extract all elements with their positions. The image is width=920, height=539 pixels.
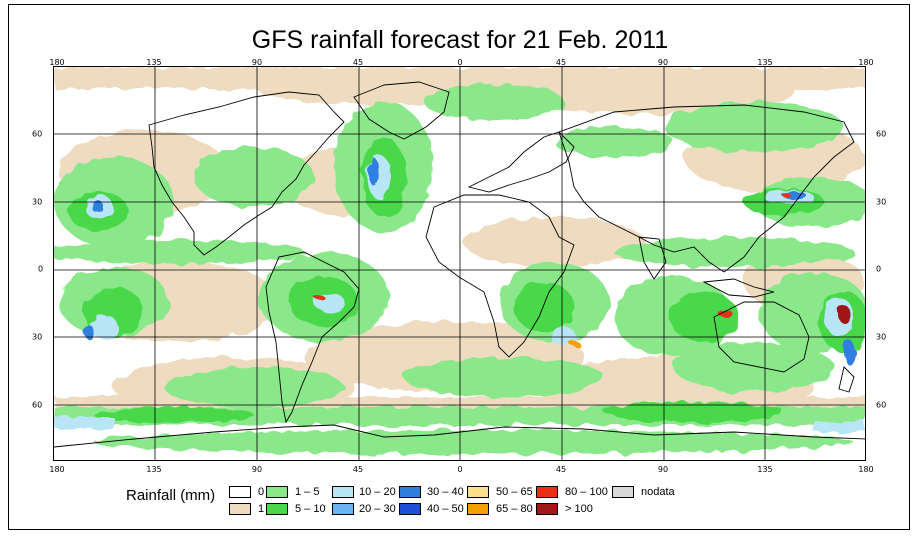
lat-label-right: 60 xyxy=(876,129,887,139)
lon-label-top: 45 xyxy=(352,58,364,67)
legend-label: 20 – 30 xyxy=(359,503,396,515)
lon-label-bottom: 180 xyxy=(858,465,874,474)
graticule xyxy=(54,67,865,460)
legend-label: 40 – 50 xyxy=(427,503,464,515)
legend-label: 50 – 65 xyxy=(496,486,533,498)
lon-label-bottom: 45 xyxy=(555,465,567,474)
legend-label: 10 – 20 xyxy=(359,486,396,498)
lat-label-left: 0 xyxy=(38,264,44,274)
rainfall-map xyxy=(53,66,866,461)
lat-label-left: 30 xyxy=(32,332,43,342)
lon-label-top: 45 xyxy=(555,58,567,67)
lat-label-right: 30 xyxy=(876,332,887,342)
lat-label-left: 30 xyxy=(32,197,43,207)
legend-label: 5 – 10 xyxy=(295,503,326,515)
lon-label-bottom: 90 xyxy=(657,465,669,474)
legend-swatch xyxy=(332,503,354,515)
legend-swatch xyxy=(229,503,251,515)
lat-label-left: 60 xyxy=(32,129,43,139)
lat-label-right: 30 xyxy=(876,197,887,207)
legend-swatch xyxy=(266,503,288,515)
lon-label-top: 180 xyxy=(858,58,874,67)
legend-swatch xyxy=(266,486,288,498)
legend-swatch xyxy=(536,486,558,498)
lat-label-right: 0 xyxy=(876,264,882,274)
legend-swatch xyxy=(467,486,489,498)
figure-frame xyxy=(8,4,910,530)
legend-label: 1 – 5 xyxy=(295,486,320,498)
legend-label: 65 – 80 xyxy=(496,503,533,515)
legend-swatch xyxy=(229,486,251,498)
lon-label-bottom: 90 xyxy=(251,465,263,474)
map-title: GFS rainfall forecast for 21 Feb. 2011 xyxy=(251,26,669,54)
legend-swatch xyxy=(332,486,354,498)
legend-label: nodata xyxy=(641,486,675,498)
legend-swatch xyxy=(536,503,558,515)
legend-label: 30 – 40 xyxy=(427,486,464,498)
legend-swatch xyxy=(467,503,489,515)
lon-label-top: 90 xyxy=(657,58,669,67)
lon-label-bottom: 135 xyxy=(757,465,773,474)
lat-label-left: 60 xyxy=(32,400,43,410)
legend-label: > 100 xyxy=(565,503,593,515)
lon-label-top: 0 xyxy=(457,58,463,67)
lon-label-bottom: 0 xyxy=(457,465,463,474)
legend-swatch xyxy=(399,503,421,515)
lon-label-bottom: 45 xyxy=(352,465,364,474)
legend-swatch xyxy=(399,486,421,498)
legend-title: Rainfall (mm) xyxy=(126,487,216,504)
lon-label-top: 180 xyxy=(49,58,65,67)
rainfall-map-canvas xyxy=(54,67,865,460)
lon-label-top: 90 xyxy=(251,58,263,67)
lon-label-top: 135 xyxy=(146,58,162,67)
legend-label: 0 xyxy=(258,486,265,498)
lon-label-bottom: 135 xyxy=(146,465,162,474)
legend-label: 1 xyxy=(258,503,265,515)
legend-label: 80 – 100 xyxy=(565,486,608,498)
lon-label-bottom: 180 xyxy=(49,465,65,474)
lat-label-right: 60 xyxy=(876,400,887,410)
lon-label-top: 135 xyxy=(757,58,773,67)
legend-swatch xyxy=(612,486,634,498)
